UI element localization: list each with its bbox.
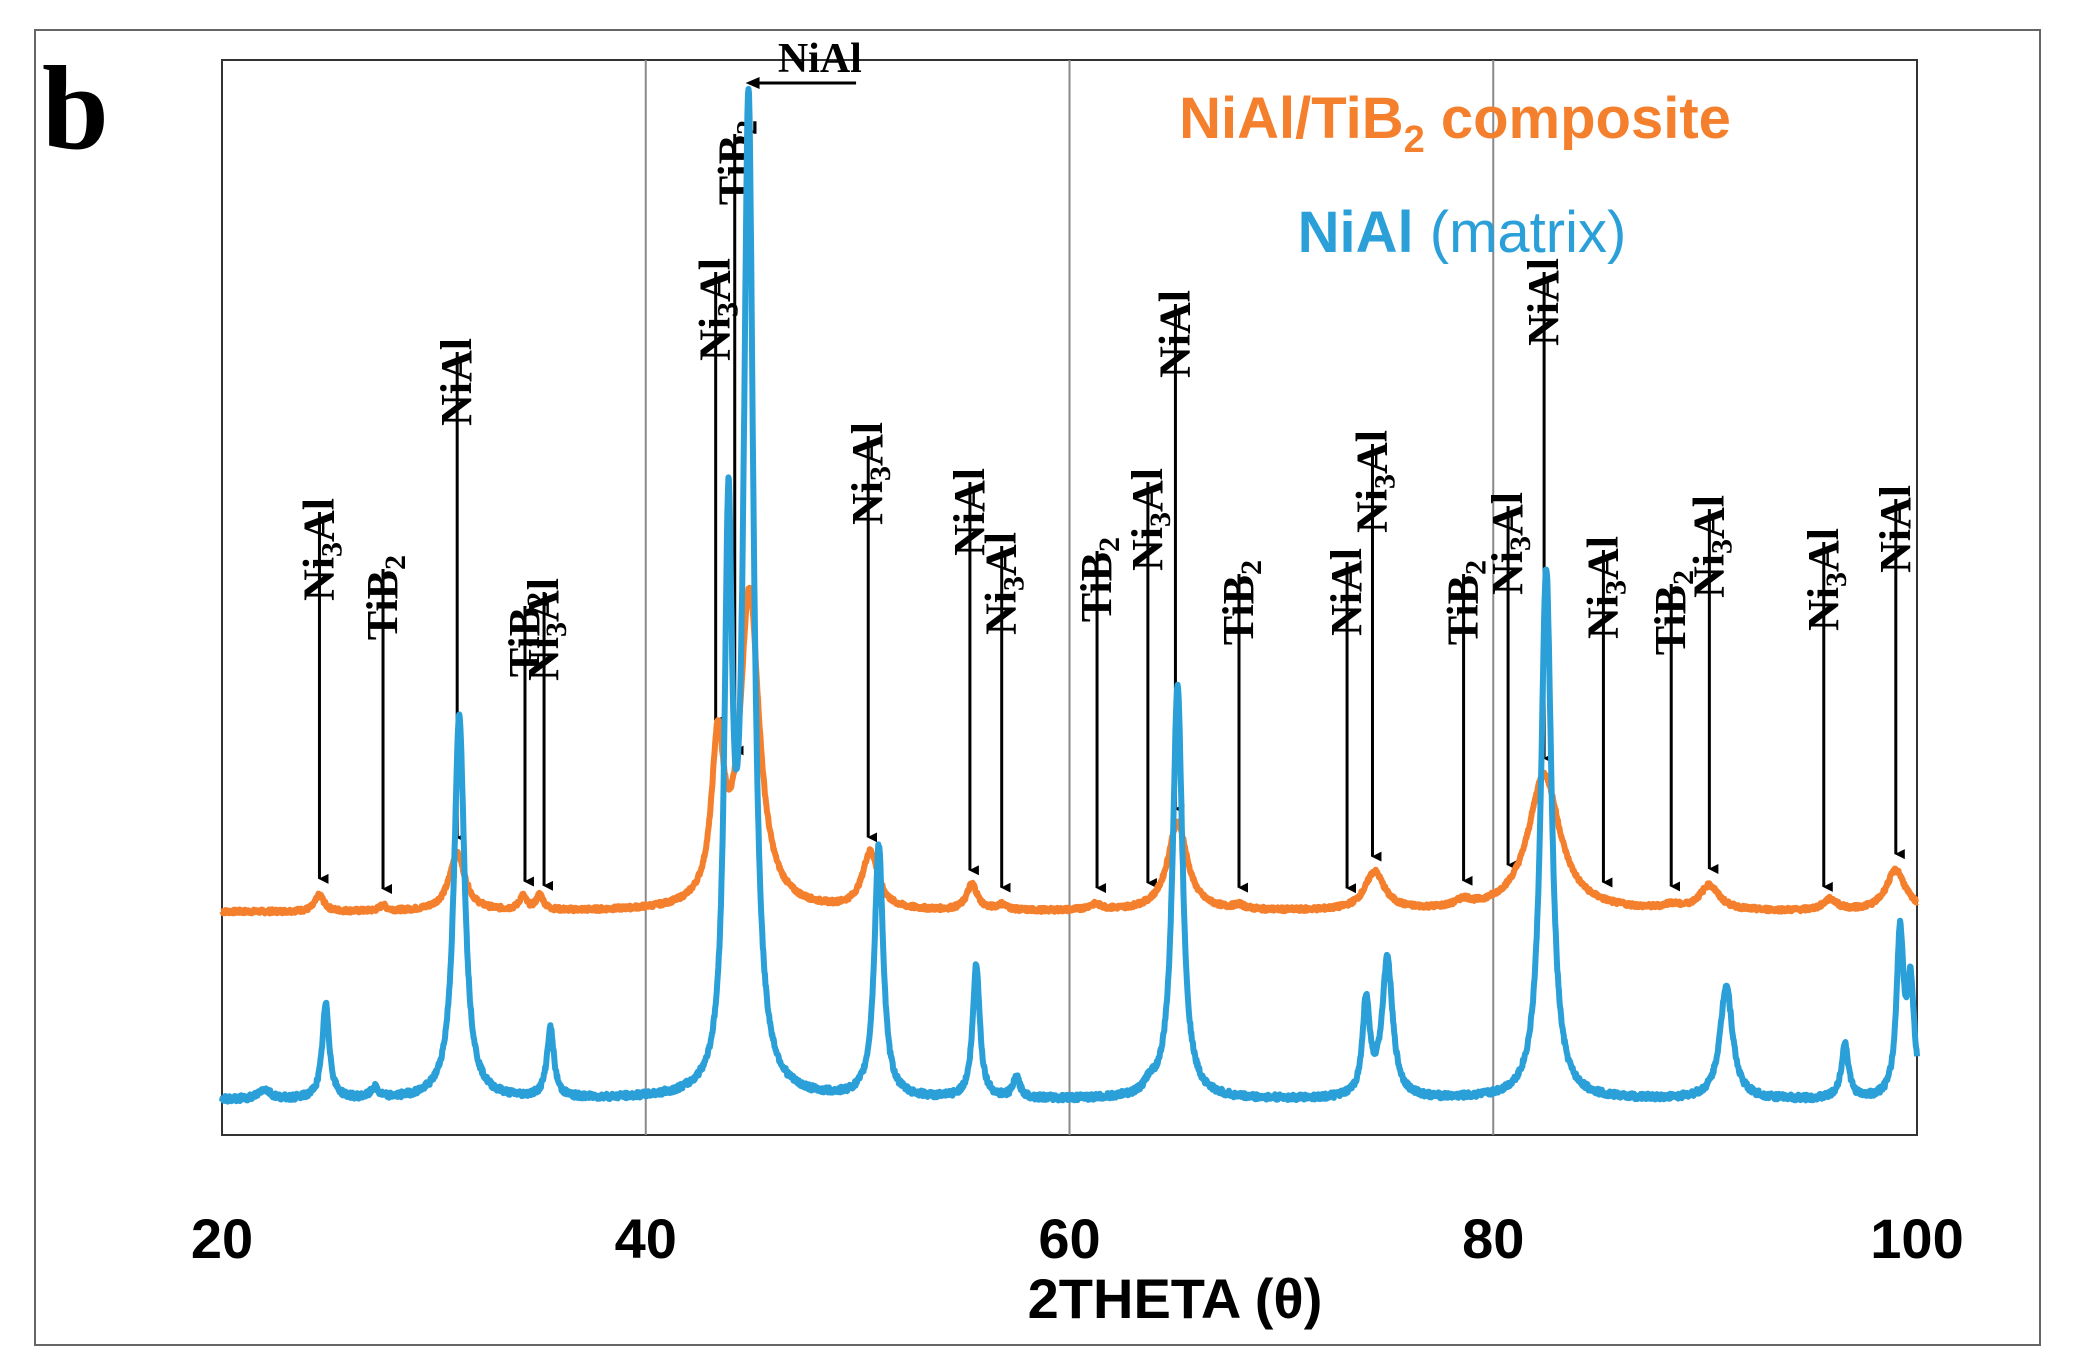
series-layer [219,86,1920,1105]
legend: NiAl/TiB2 composite NiAl (matrix) [1179,86,1731,265]
x-tick-label: 60 [1038,1207,1100,1270]
legend-entry-composite: NiAl/TiB2 composite [1179,86,1731,161]
x-axis-tick-labels: 20 40 60 80 100 [191,1207,1964,1270]
gridlines [644,60,1495,1135]
x-axis-label: 2THETA (θ) [1028,1267,1323,1330]
x-tick-label: 100 [1870,1207,1963,1270]
x-tick-label: 40 [615,1207,677,1270]
peak-annotations: Ni3AlTiB2NiAlTiB2Ni3AlNi3AlTiB2Ni3AlNiAl… [294,36,1920,894]
top-peak-label: NiAl [778,36,862,82]
plot-area: Ni3AlTiB2NiAlTiB2Ni3AlNi3AlTiB2Ni3AlNiAl… [219,36,1920,1136]
series-line-composite [219,584,1920,917]
x-tick-label: 20 [191,1207,253,1270]
panel-label: b [42,41,109,174]
figure-border [34,29,2041,1346]
top-peak-arrowhead [745,77,760,89]
legend-entry-matrix: NiAl (matrix) [1298,200,1627,265]
x-tick-label: 80 [1462,1207,1524,1270]
series-line-matrix [219,86,1920,1105]
